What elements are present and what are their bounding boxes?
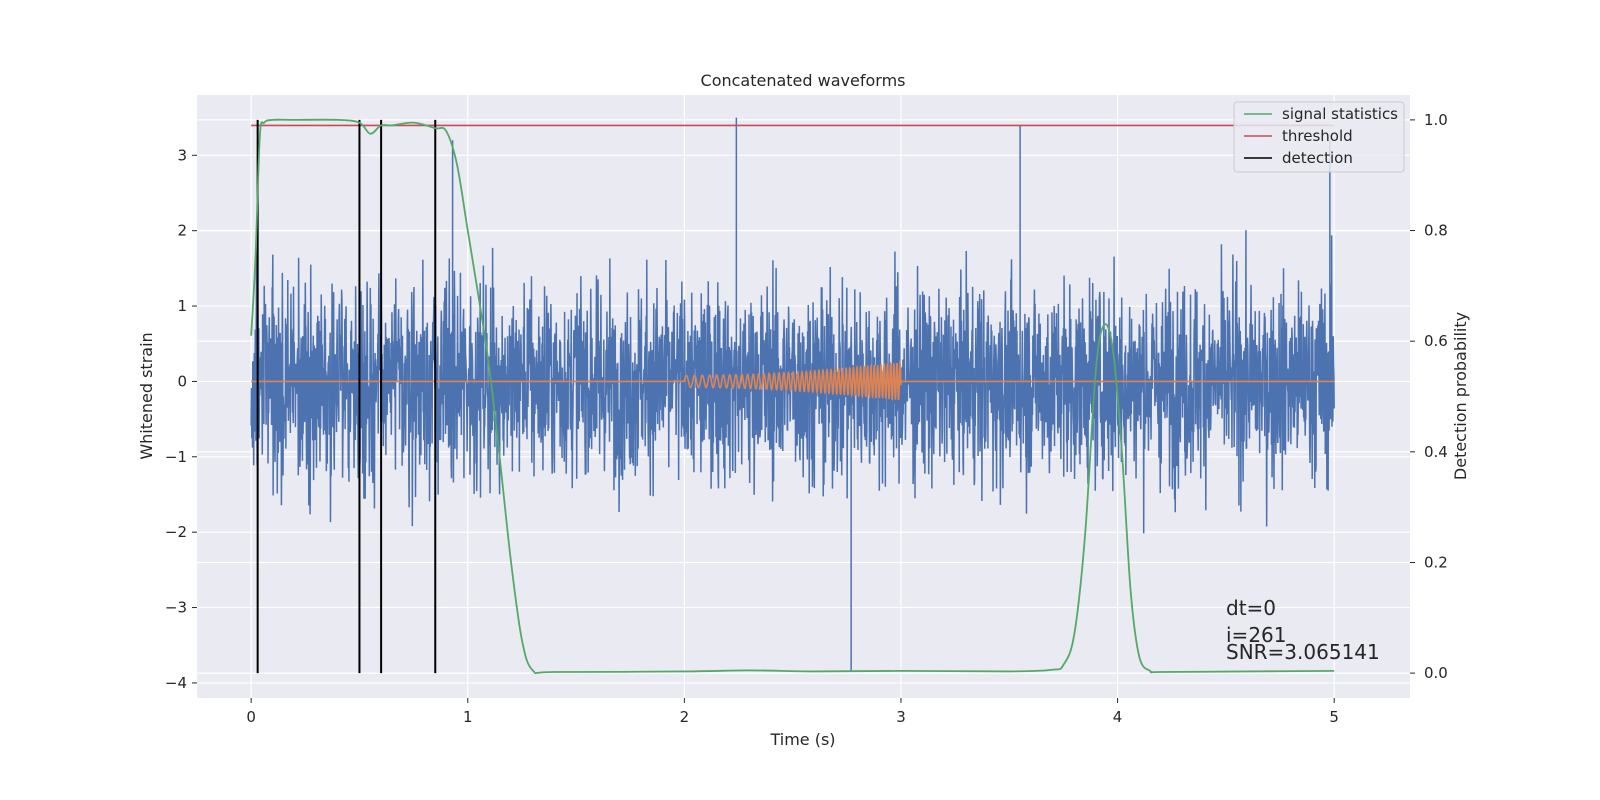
y-axis-ticks: −4 −3 −2 −1 0 1 2 3: [165, 146, 197, 692]
right-y-tick-label: 0.4: [1424, 443, 1448, 461]
x-tick-label: 3: [896, 708, 906, 726]
annotation-snr: SNR=3.065141: [1226, 640, 1380, 664]
legend-box: [1233, 101, 1405, 173]
annotation-dt: dt=0: [1226, 596, 1276, 620]
y-axis-title: Whitened strain: [137, 332, 156, 459]
signal-statistics-series: [250, 118, 1335, 675]
annotation-index: i=261: [1226, 623, 1287, 647]
x-axis-ticks: 0 1 2 3 4 5: [246, 698, 1339, 726]
strain-line: [250, 230, 1335, 534]
right-y-tick-label: 0.2: [1424, 553, 1448, 571]
y-tick-label: −2: [165, 523, 187, 541]
injection-series: [251, 359, 1335, 402]
x-axis-title: Time (s): [769, 730, 835, 749]
x-tick-label: 4: [1113, 708, 1123, 726]
y-tick-label: −1: [165, 448, 187, 466]
legend-label-signal-statistics: signal statistics: [1282, 105, 1398, 123]
y-tick-label: 3: [177, 146, 187, 164]
legend-label-threshold: threshold: [1282, 127, 1353, 145]
detection-series: [256, 119, 437, 674]
chart-title: Concatenated waveforms: [701, 71, 906, 90]
y-tick-label: −4: [165, 674, 187, 692]
right-y-tick-label: 1.0: [1424, 111, 1448, 129]
y-tick-label: 2: [177, 222, 187, 240]
x-tick-label: 5: [1329, 708, 1339, 726]
right-y-tick-label: 0.0: [1424, 664, 1448, 682]
y-tick-label: 1: [177, 297, 187, 315]
strain-series: [250, 117, 1335, 672]
x-tick-label: 0: [246, 708, 256, 726]
legend-label-detection: detection: [1282, 149, 1353, 167]
legend: signal statistics threshold detection: [1233, 101, 1405, 173]
right-y-tick-label: 0.8: [1424, 222, 1448, 240]
x-tick-label: 1: [463, 708, 473, 726]
signal-statistics-line: [250, 118, 1335, 675]
y-tick-label: −3: [165, 599, 187, 617]
injection-line: [251, 359, 1335, 402]
x-tick-label: 2: [680, 708, 690, 726]
right-y-tick-label: 0.6: [1424, 332, 1448, 350]
right-y-axis-ticks: 0.0 0.2 0.4 0.6 0.8 1.0: [1410, 111, 1448, 682]
right-y-axis-title: Detection probability: [1451, 312, 1470, 480]
y-tick-label: 0: [177, 372, 187, 390]
